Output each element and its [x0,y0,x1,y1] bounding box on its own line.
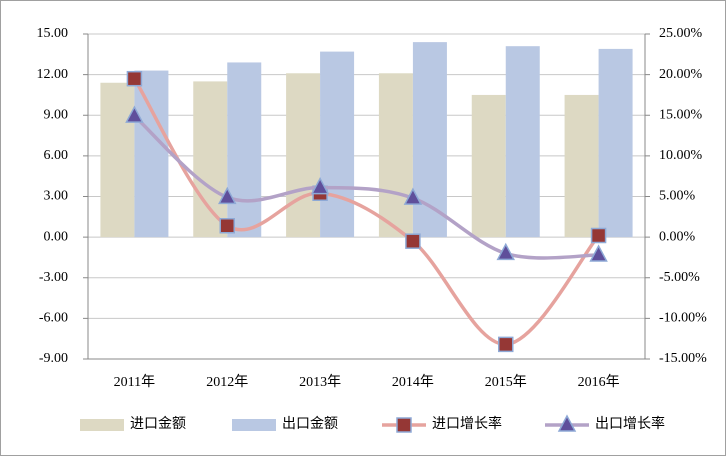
bar [320,51,355,238]
marker [589,244,608,262]
y-tick-label: 6.00 [44,148,69,163]
legend-label: 进口增长率 [432,415,502,432]
bar [134,70,169,238]
legend-marker [557,414,577,432]
y-tick-label: 15.00 [37,26,69,41]
marker [310,176,330,195]
legend-label: 出口增长率 [595,415,665,432]
y2-tick-label: 0.00% [659,229,696,244]
y2-tick-label: 5.00% [659,189,696,204]
y2-tick-label: 20.00% [659,67,703,82]
marker [590,227,607,244]
marker [218,186,237,205]
marker [219,218,235,234]
line [132,77,600,347]
y2-tick-label: 15.00% [659,107,703,122]
x-tick-label: 2011年 [114,374,155,390]
y-tick-label: 9.00 [44,107,69,122]
y2-tick-label: -15.00% [659,351,707,366]
bar [227,62,262,238]
bar [471,94,506,238]
marker [125,105,144,123]
y2-tick-label: -5.00% [659,270,700,285]
marker [403,187,423,205]
bar [286,73,321,238]
y-tick-label: -3.00 [39,270,68,285]
x-tick-label: 2016年 [578,374,620,390]
legend-label: 进口金额 [130,416,186,432]
legend-swatch [232,419,276,431]
marker [498,336,514,353]
y-tick-label: -9.00 [39,351,68,366]
x-tick-label: 2013年 [299,374,341,390]
marker [126,70,143,87]
x-tick-label: 2015年 [485,374,527,390]
legend-marker [396,417,412,433]
bar [564,94,599,238]
y-tick-label: 0.00 [44,229,69,244]
x-tick-label: 2014年 [392,374,434,390]
y-tick-label: 12.00 [37,67,69,82]
marker [405,233,421,249]
legend-label: 出口金额 [282,416,338,432]
y2-tick-label: 10.00% [659,148,703,163]
y2-tick-label: 25.00% [659,26,703,41]
bar [505,46,540,238]
marker [496,242,515,261]
x-tick-label: 2012年 [206,374,248,390]
legend-swatch [80,419,124,431]
y-tick-label: -6.00 [39,311,68,326]
bar [193,81,228,238]
bar [100,82,135,238]
bar [598,48,633,238]
bar [378,73,413,238]
y-tick-label: 3.00 [44,189,69,204]
y2-tick-label: -10.00% [659,311,707,326]
